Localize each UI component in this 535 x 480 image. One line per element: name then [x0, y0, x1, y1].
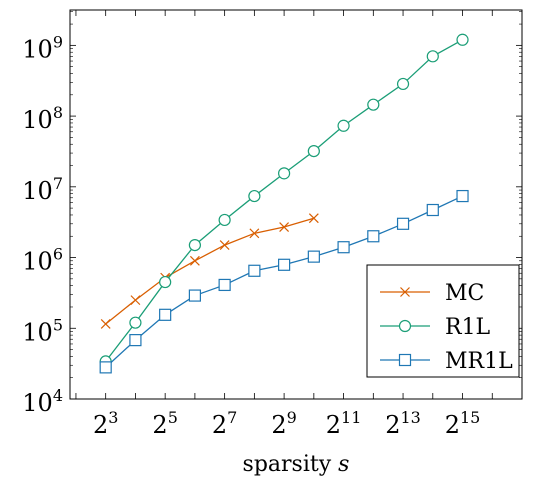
- data-point-r1l: [129, 316, 142, 329]
- legend-item-mr1l: MR1L: [380, 349, 513, 374]
- legend-marker-r1l: [398, 319, 412, 333]
- y-tick-label-exponent: 9: [53, 32, 63, 51]
- x-axis-title: sparsity s: [243, 452, 350, 477]
- legend-box: [366, 264, 520, 378]
- data-point-mc: [100, 319, 111, 329]
- legend-item-mc: MC: [380, 281, 484, 306]
- data-point-r1l: [307, 144, 320, 158]
- data-point-mc: [249, 228, 260, 239]
- series-layer: [99, 33, 469, 374]
- x-tick-label: 27: [212, 408, 237, 439]
- x-tick-label: 29: [271, 408, 296, 439]
- legend-marker-mc: [400, 287, 410, 297]
- axis-ticks: [70, 10, 522, 400]
- y-tick-label-base: 10: [22, 318, 53, 346]
- x-tick-label-exponent: 11: [341, 408, 361, 427]
- legend-item-r1l: R1L: [380, 315, 491, 340]
- data-point-r1l: [426, 50, 439, 63]
- y-tick-label-base: 10: [22, 106, 53, 134]
- legend-label-mr1l: MR1L: [445, 349, 513, 374]
- data-point-mc: [219, 240, 230, 251]
- x-tick-label: 211: [326, 408, 362, 439]
- x-tick-label-exponent: 5: [168, 408, 178, 427]
- y-tick-label: 109: [22, 32, 63, 63]
- y-tick-label-base: 10: [22, 177, 53, 205]
- data-point-r1l: [159, 275, 172, 289]
- legend-label-r1l: R1L: [445, 315, 491, 340]
- data-point-r1l: [396, 77, 410, 91]
- x-tick-label: 213: [385, 408, 421, 439]
- y-tick-label-exponent: 5: [53, 315, 63, 334]
- y-tick-label-exponent: 8: [53, 103, 63, 122]
- data-point-mc: [308, 213, 319, 224]
- data-point-mr1l: [188, 289, 201, 302]
- data-point-mr1l: [337, 241, 350, 254]
- x-tick-label-exponent: 15: [460, 408, 480, 427]
- data-point-mr1l: [129, 334, 142, 347]
- x-tick-label-exponent: 9: [287, 408, 297, 427]
- x-tick-label: 25: [152, 408, 177, 439]
- x-tick-label-base: 2: [212, 411, 227, 439]
- data-point-mr1l: [396, 217, 410, 230]
- y-tick-label: 106: [22, 245, 63, 276]
- data-point-mr1l: [278, 258, 291, 271]
- x-axis-title-var: s: [338, 452, 349, 477]
- data-point-r1l: [456, 33, 469, 46]
- y-tick-label-base: 10: [22, 248, 53, 276]
- data-point-mr1l: [248, 264, 261, 277]
- y-tick-label-base: 10: [22, 35, 53, 63]
- x-tick-label-exponent: 3: [108, 408, 118, 427]
- x-tick-label-base: 2: [385, 411, 400, 439]
- y-tick-label-base: 10: [22, 389, 53, 417]
- data-point-mr1l: [367, 230, 380, 243]
- series-r1l: [99, 33, 469, 368]
- legend-marker-mr1l: [398, 353, 412, 367]
- data-point-r1l: [248, 189, 261, 203]
- data-point-mr1l: [99, 361, 112, 374]
- data-point-mr1l: [218, 278, 231, 292]
- x-tick-label-base: 2: [445, 411, 460, 439]
- data-point-r1l: [337, 119, 350, 132]
- plot-frame: [69, 9, 523, 400]
- data-point-mc: [279, 222, 290, 232]
- y-tick-label-exponent: 7: [53, 174, 63, 193]
- y-tick-label: 104: [22, 386, 63, 417]
- data-point-r1l: [367, 98, 380, 111]
- data-point-mr1l: [159, 308, 172, 321]
- x-tick-label-exponent: 13: [401, 408, 421, 427]
- y-tick-label: 107: [22, 174, 63, 205]
- series-mc: [100, 213, 319, 329]
- legend: MC R1L MR1L: [366, 264, 520, 378]
- y-tick-label: 108: [22, 103, 63, 134]
- data-point-r1l: [278, 167, 291, 180]
- y-tick-label: 105: [22, 315, 63, 346]
- y-tick-label-exponent: 4: [53, 386, 63, 405]
- x-tick-label-base: 2: [326, 411, 341, 439]
- data-point-mr1l: [307, 250, 320, 263]
- x-tick-label-base: 2: [152, 411, 167, 439]
- legend-label-mc: MC: [445, 281, 484, 306]
- data-point-r1l: [218, 213, 231, 227]
- x-tick-label-exponent: 7: [227, 408, 237, 427]
- data-point-mc: [189, 255, 200, 266]
- data-point-mr1l: [456, 189, 469, 203]
- x-tick-label-base: 2: [93, 411, 108, 439]
- series-line-mc: [105, 217, 315, 325]
- series-mr1l: [99, 189, 469, 374]
- data-point-mr1l: [426, 203, 439, 217]
- x-tick-label-base: 2: [271, 411, 286, 439]
- x-tick-label: 23: [93, 408, 118, 439]
- x-tick-label: 215: [445, 408, 481, 439]
- x-axis-title-text: sparsity: [243, 452, 332, 477]
- y-tick-label-exponent: 6: [53, 245, 63, 264]
- data-point-mc: [130, 295, 141, 306]
- data-point-r1l: [188, 238, 201, 252]
